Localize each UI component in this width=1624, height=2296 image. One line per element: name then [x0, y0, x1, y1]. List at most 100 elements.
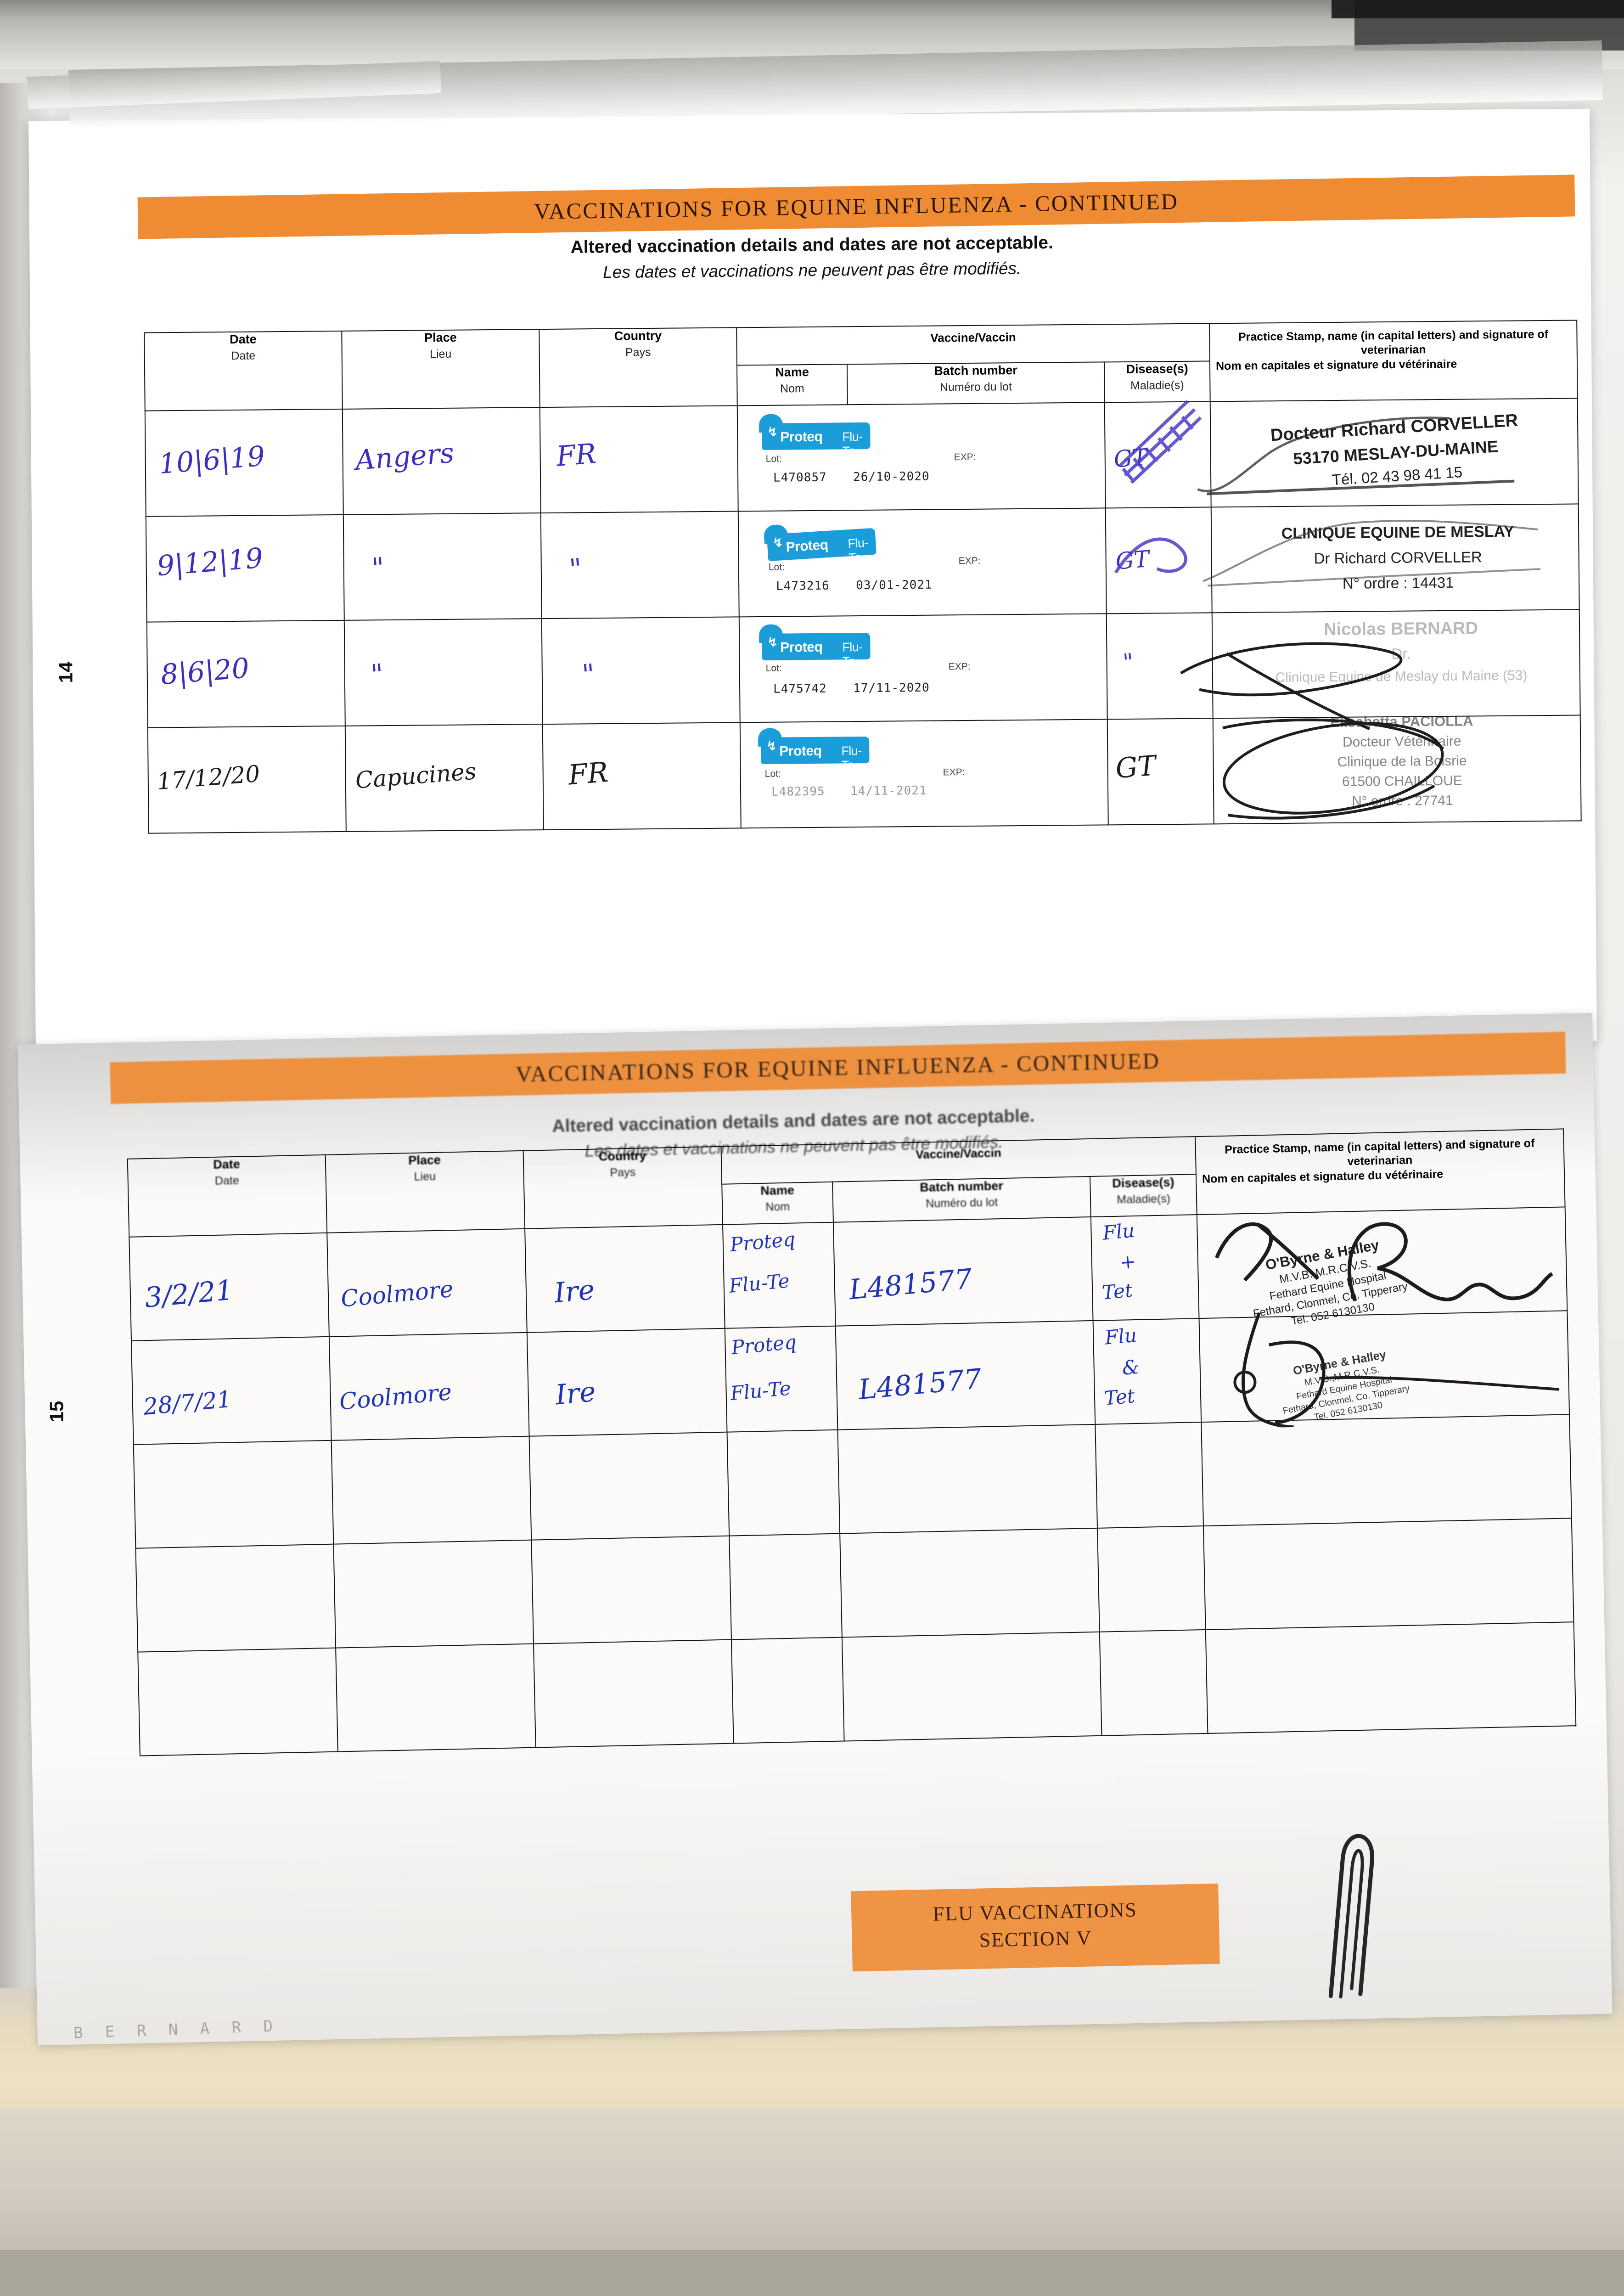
header-place-en: Place	[424, 330, 457, 345]
header-disease-fr: Maladie(s)	[1117, 1192, 1171, 1206]
header-disease: Disease(s) Maladie(s)	[1090, 1174, 1197, 1217]
exp-value: 14/11-2021	[850, 783, 927, 799]
vial-icon: ↯	[772, 535, 784, 550]
handwritten-disease-line2: +	[1119, 1249, 1137, 1274]
handwritten-date: 10|6|19	[157, 440, 266, 481]
cell-disease: Flu + Tet	[1091, 1215, 1199, 1321]
paperclip-icon	[1328, 1834, 1374, 1999]
cell-practice-stamp: O'Byrne & Halley M.V.B.,M.R.C.V.S. Fetha…	[1197, 1207, 1568, 1328]
cell-vaccine: ↯ Proteq Flu-Te Lot: EXP: L475742 17/11-…	[739, 613, 1107, 723]
proteq-sticker: ↯ Proteq Flu-Te	[763, 524, 877, 565]
exp-label: EXP:	[958, 555, 981, 567]
lot-value: L473216	[776, 579, 830, 593]
header-practice-stamp: Practice Stamp, name (in capital letters…	[1195, 1129, 1565, 1215]
header-country: Country Pays	[539, 327, 737, 408]
header-place-fr: Lieu	[429, 347, 452, 361]
stamp-line-2: Dr.	[1391, 645, 1411, 663]
header-place-en: Place	[408, 1153, 441, 1168]
vaccine-brand: Proteq	[779, 743, 822, 759]
header-name: Name Nom	[736, 364, 848, 406]
cell-vaccine-name	[729, 1533, 842, 1640]
header-date: Date Date	[127, 1154, 327, 1237]
stamp-line-3: N° ordre : 14431	[1342, 574, 1454, 592]
header-country-fr: Pays	[625, 346, 651, 359]
cell-disease	[1100, 1629, 1208, 1736]
header-batch-fr: Numéro du lot	[925, 1196, 998, 1210]
handwritten-country: FR	[555, 438, 598, 473]
cell-vaccine: ↯ Proteq Flu-Te Lot: EXP: L473216 03/01-…	[738, 508, 1107, 617]
stamp-line-3: Clinique Equine de Meslay du Maine (53)	[1275, 668, 1528, 686]
cell-batch	[842, 1632, 1102, 1741]
header-batch-en: Batch number	[934, 363, 1017, 378]
handwritten-date: 17/12/20	[156, 760, 261, 795]
header-name-fr: Nom	[780, 382, 804, 395]
handwritten-vaccine-line1: Proteq	[729, 1227, 797, 1256]
cell-date	[135, 1544, 336, 1652]
header-name-en: Name	[760, 1183, 795, 1198]
handwritten-date: 8|6|20	[159, 652, 251, 691]
proteq-sticker: ↯ Proteq Flu-Te	[759, 414, 871, 458]
handwritten-vaccine-line1: Proteq	[730, 1330, 798, 1359]
handwritten-vaccine-line2: Flu-Te	[729, 1377, 792, 1405]
header-country: Country Pays	[523, 1146, 723, 1229]
vaccine-brand: Proteq	[785, 537, 829, 555]
cell-place	[333, 1540, 534, 1648]
handwritten-batch: L481577	[848, 1263, 974, 1306]
proteq-sticker: ↯ Proteq Flu-Te	[758, 728, 870, 772]
cell-place	[331, 1436, 532, 1544]
cell-place: Coolmore	[329, 1332, 529, 1441]
handwritten-place: "	[370, 658, 385, 692]
cell-country	[529, 1432, 730, 1540]
handwritten-disease-line2: &	[1121, 1355, 1141, 1379]
cell-vaccine: ↯ Proteq Flu-Te Lot: EXP: L470857 26/10-…	[737, 402, 1106, 512]
handwritten-country: Ire	[553, 1273, 596, 1310]
header-vaccine-group-label: Vaccine/Vaccin	[930, 330, 1016, 345]
exp-label: EXP:	[943, 767, 965, 778]
handwritten-place: Capucines	[354, 758, 478, 794]
cell-batch: L481577	[835, 1320, 1096, 1430]
header-disease-fr: Maladie(s)	[1130, 378, 1184, 392]
stamp-line-1: CLINIQUE EQUINE DE MESLAY	[1281, 523, 1514, 543]
cell-practice-stamp	[1205, 1622, 1576, 1733]
proteq-sticker: ↯ Proteq Flu-Te	[759, 624, 871, 668]
header-place-fr: Lieu	[414, 1170, 436, 1183]
table-row: 9|12|19 " " ↯ Proteq Flu-Te Lot: EXP: L4…	[146, 504, 1579, 622]
header-practice-stamp: Practice Stamp, name (in capital letters…	[1209, 320, 1578, 402]
cell-vaccine: ↯ Proteq Flu-Te Lot: EXP: L482395 14/11-…	[740, 719, 1108, 828]
lot-label: Lot:	[765, 663, 782, 674]
vial-icon: ↯	[766, 739, 777, 753]
header-batch: Batch number Numéro du lot	[847, 362, 1105, 405]
stamp-line-2: Dr Richard CORVELLER	[1314, 548, 1482, 567]
vaccine-suffix: Flu-Te	[842, 429, 863, 458]
cell-place: Angers	[342, 407, 541, 515]
cell-country: Ire	[525, 1224, 725, 1333]
page-number-lower: 15	[45, 1401, 67, 1423]
vet-stamp: Elisabetta PACIOLLA Docteur Vétérinaire …	[1305, 712, 1499, 811]
header-place: Place Lieu	[325, 1150, 525, 1233]
vaccine-brand: Proteq	[780, 639, 823, 655]
vaccine-suffix: Flu-Te	[841, 744, 862, 772]
handwritten-date: 3/2/21	[143, 1274, 235, 1314]
cell-practice-stamp: O'Byrne & Halley M.V.B.,M.R.C.V.S. Fetha…	[1199, 1311, 1570, 1429]
cell-batch	[840, 1528, 1100, 1638]
handwritten-disease: GT	[1114, 546, 1151, 575]
header-disease: Disease(s) Maladie(s)	[1104, 361, 1210, 403]
cell-vaccine-name	[727, 1429, 840, 1536]
vaccine-suffix: Flu-Te	[842, 640, 863, 669]
handwritten-disease: GT	[1114, 749, 1158, 785]
cell-disease: GT	[1105, 507, 1212, 614]
vet-stamp: Nicolas BERNARD Dr. Clinique Equine de M…	[1240, 617, 1562, 687]
cell-place: "	[343, 513, 542, 620]
cell-place	[336, 1643, 536, 1752]
header-name: Name Nom	[722, 1182, 833, 1225]
handwritten-country: "	[581, 658, 596, 692]
stamp-line-2: Docteur Vétérinaire	[1342, 733, 1461, 750]
cell-country: Ire	[527, 1328, 727, 1436]
header-country-en: Country	[598, 1148, 646, 1164]
header-place: Place Lieu	[342, 329, 540, 409]
header-date-fr: Date	[214, 1174, 240, 1187]
header-batch-fr: Numéro du lot	[939, 380, 1012, 394]
header-practice-fr: Nom en capitales et signature du vétérin…	[1215, 357, 1457, 372]
header-vaccine-group: Vaccine/Vaccin	[736, 323, 1210, 366]
exp-label: EXP:	[954, 451, 976, 463]
